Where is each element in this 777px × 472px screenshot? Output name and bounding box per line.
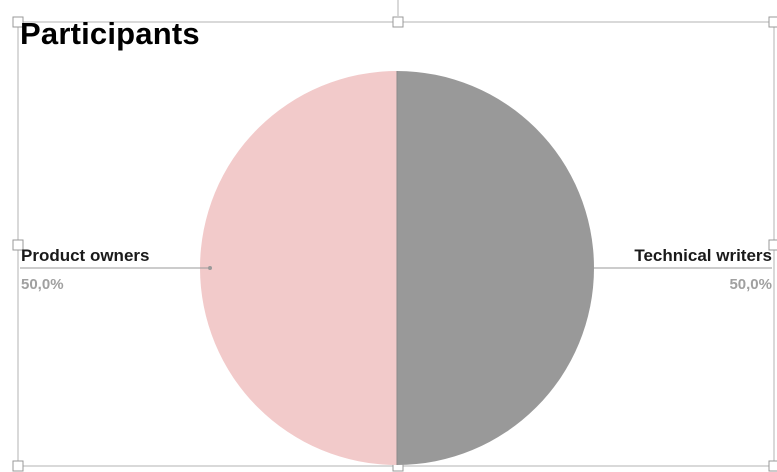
pie-slice-technical-writers[interactable] (397, 71, 594, 465)
leader-line-product-owners-dot (208, 266, 212, 270)
data-value-product-owners: 50,0% (21, 276, 64, 293)
data-label-technical-writers[interactable]: Technical writers (634, 246, 772, 265)
chart-title: Participants (20, 16, 200, 51)
resize-handle-middle-left[interactable] (12, 239, 24, 251)
resize-handle-bottom-left[interactable] (12, 460, 24, 472)
leader-line-technical-writers-dot (582, 266, 586, 270)
resize-handle-top-right[interactable] (768, 16, 777, 28)
resize-handle-bottom-right[interactable] (768, 460, 777, 472)
resize-handle-middle-right[interactable] (768, 239, 777, 251)
pie-slices (200, 71, 594, 465)
resize-handle-top-center[interactable] (392, 16, 404, 28)
leader-lines (20, 266, 772, 270)
data-value-technical-writers: 50,0% (729, 276, 772, 293)
pie-slice-product-owners[interactable] (200, 71, 397, 465)
data-label-product-owners[interactable]: Product owners (21, 246, 150, 265)
resize-handle-top-left[interactable] (12, 16, 24, 28)
